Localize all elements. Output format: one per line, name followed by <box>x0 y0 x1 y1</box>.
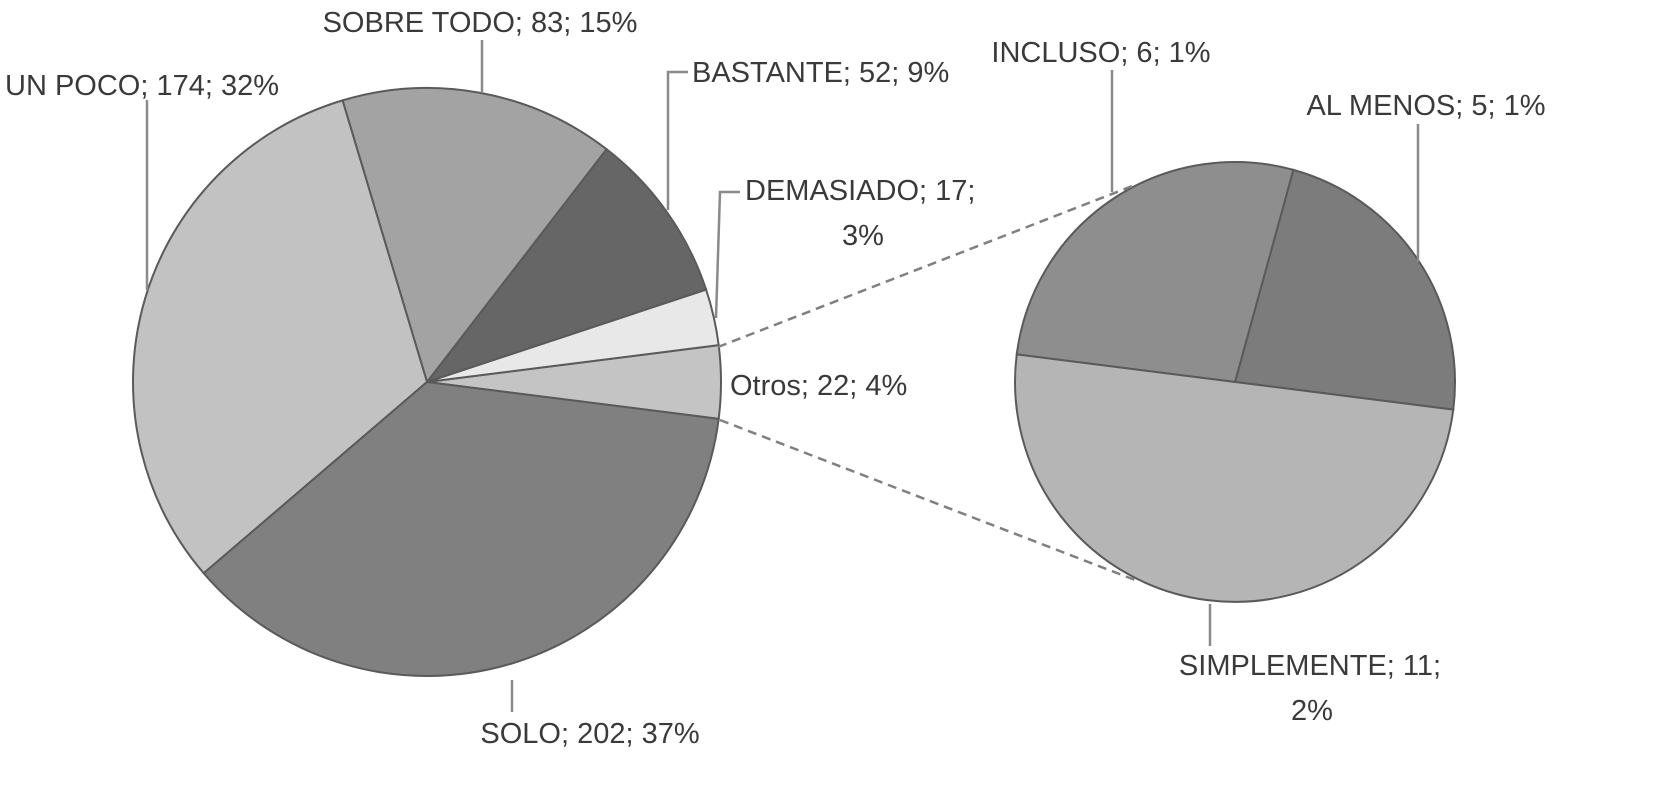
leader-line-demasiado <box>714 190 740 319</box>
leader-line-bastante <box>666 70 688 210</box>
pie-slice-incluso <box>1015 161 1295 384</box>
label-incluso: INCLUSO; 6; 1% <box>991 37 1210 69</box>
label-bastante: BASTANTE; 52; 9% <box>692 57 949 89</box>
pie-slice-un-poco <box>132 99 429 575</box>
data-labels: SOBRE TODO; 83; 15% UN POCO; 174; 32% BA… <box>5 7 1546 750</box>
label-solo: SOLO; 202; 37% <box>480 718 699 750</box>
label-demasiado: DEMASIADO; 17; <box>745 175 975 207</box>
label-demasiado-line2: 3% <box>842 220 884 252</box>
pie-slice-sobre-todo <box>341 87 608 385</box>
label-otros: Otros; 22; 4% <box>730 370 907 402</box>
secondary-pie <box>1014 161 1456 603</box>
label-sobre-todo: SOBRE TODO; 83; 15% <box>323 7 638 39</box>
label-simplemente-line2: 2% <box>1291 695 1333 727</box>
label-un-poco: UN POCO; 174; 32% <box>5 70 279 102</box>
label-al-menos: AL MENOS; 5; 1% <box>1306 90 1545 122</box>
pie-slice-bastante <box>424 147 708 384</box>
pie-slice-simplemente <box>1014 353 1455 603</box>
pie-slice-solo <box>202 380 720 677</box>
main-pie <box>132 87 723 677</box>
leader-lines <box>145 40 1420 712</box>
label-simplemente: SIMPLEMENTE; 11; <box>1179 650 1441 682</box>
